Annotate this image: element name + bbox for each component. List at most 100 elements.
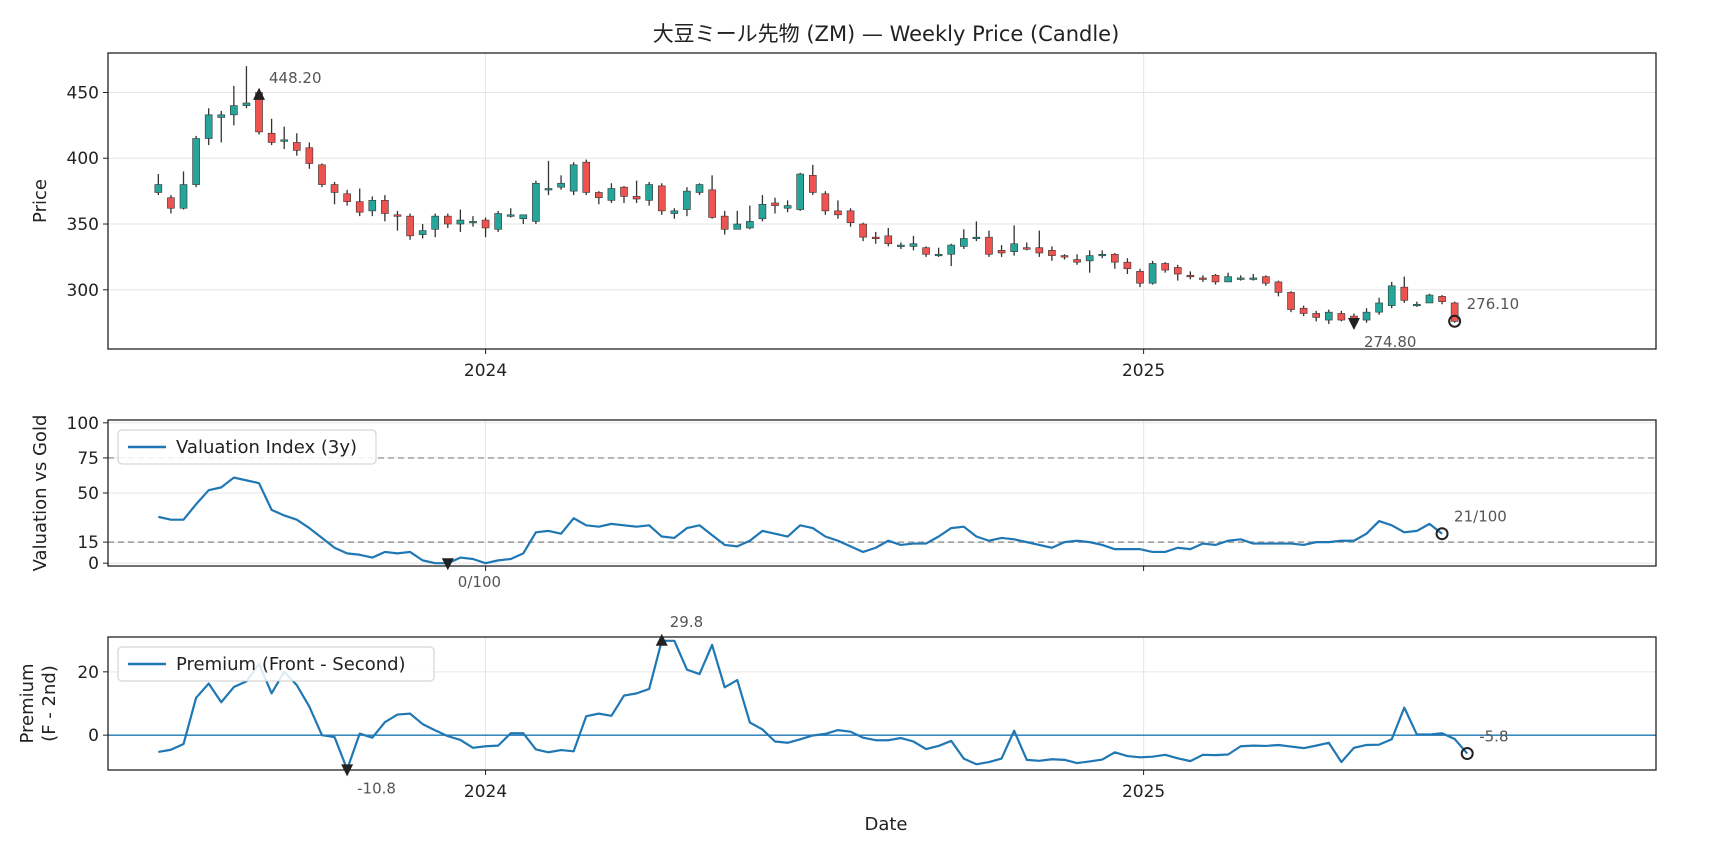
candle-body-down <box>771 202 779 206</box>
last-marker <box>1435 527 1449 541</box>
candle-body-down <box>1262 276 1270 284</box>
legend: Premium (Front - Second) <box>117 646 435 682</box>
candle-body-down <box>481 219 490 229</box>
annotation-label: 29.8 <box>670 613 703 631</box>
candle-body-up <box>934 253 943 257</box>
y-tick-label: 15 <box>77 533 99 553</box>
candle <box>154 174 163 196</box>
candle-body-down <box>821 193 830 212</box>
candle-body-up <box>456 219 465 225</box>
candle-body-down <box>985 236 993 255</box>
candle <box>997 245 1006 257</box>
series-line <box>158 476 1443 565</box>
candle <box>620 185 628 203</box>
candle-body-up <box>972 236 981 239</box>
candle <box>783 200 792 213</box>
candle <box>544 160 553 196</box>
candle <box>1123 258 1132 275</box>
candle-body-down <box>582 161 591 193</box>
candle <box>204 108 213 146</box>
candle <box>1098 250 1107 259</box>
candle <box>280 126 288 150</box>
y-tick-label: 350 <box>67 215 99 235</box>
candle <box>1287 291 1295 313</box>
candle <box>1060 254 1069 260</box>
x-tick-label: 2024 <box>464 782 507 802</box>
candle <box>469 216 477 227</box>
candle-body-down <box>997 250 1006 254</box>
candle <box>368 196 377 217</box>
legend-box <box>117 646 435 682</box>
candle-body-down <box>406 215 414 237</box>
candle-body-down <box>267 132 276 143</box>
candle <box>1387 281 1396 309</box>
candle <box>1274 280 1283 297</box>
candle-body-up <box>204 114 213 139</box>
candle-body-up <box>494 213 502 230</box>
max-marker <box>253 87 266 100</box>
candle <box>1085 250 1094 273</box>
legend-box <box>117 429 377 465</box>
candle-body-up <box>1148 263 1157 284</box>
candle-body-down <box>1048 250 1056 256</box>
candle-body-down <box>1022 247 1031 250</box>
y-tick-label: 0 <box>88 726 99 746</box>
candle <box>1111 252 1119 269</box>
candle <box>972 221 981 242</box>
candle <box>922 246 930 257</box>
candle-body-down <box>595 192 603 199</box>
candle-body-up <box>1236 277 1245 280</box>
candle-body-up <box>1362 311 1371 321</box>
candle <box>1073 254 1081 265</box>
candle-body-down <box>1073 259 1081 263</box>
candle <box>909 235 918 251</box>
candle <box>871 231 880 244</box>
candle <box>632 180 641 203</box>
candle-body-down <box>1123 261 1132 270</box>
candle <box>746 205 754 230</box>
candle-body-down <box>708 189 716 218</box>
candle <box>569 162 578 196</box>
candle-body-up <box>1010 243 1018 252</box>
candle <box>1236 275 1245 281</box>
candle-body-down <box>808 175 817 193</box>
valuation-panel: 015 50 75 100 Valuation vs Gold Valuation Ind… <box>30 414 1657 591</box>
candle <box>431 213 440 238</box>
plot-frame <box>107 52 1657 350</box>
candle-body-up <box>758 203 767 220</box>
annotation-label: -5.8 <box>1479 728 1508 746</box>
candle-body-down <box>1136 271 1144 284</box>
candle <box>381 195 389 222</box>
candle <box>1425 293 1434 304</box>
candle <box>1450 301 1459 323</box>
candle-body-up <box>418 230 427 235</box>
candle <box>1173 264 1182 281</box>
candle-body-up <box>1387 285 1396 306</box>
grid <box>108 53 1656 349</box>
candle-body-down <box>292 142 301 151</box>
candle <box>506 208 515 218</box>
candle-body-up <box>1249 277 1258 280</box>
candle-body-down <box>355 201 364 213</box>
candles <box>154 66 1459 326</box>
candle <box>494 210 502 232</box>
candle <box>456 209 465 232</box>
annotation-label: -10.8 <box>357 779 396 797</box>
candle-body-up <box>783 205 792 209</box>
candle-body-up <box>242 102 251 106</box>
candle <box>393 210 402 231</box>
candle-body-up <box>670 210 679 214</box>
candle <box>846 208 855 227</box>
candle-body-up <box>179 184 188 209</box>
candle <box>1022 242 1031 251</box>
y-tick-label: 0 <box>88 554 99 574</box>
annotation-label: 276.10 <box>1467 295 1520 313</box>
candle <box>657 183 666 215</box>
candle-body-down <box>1211 275 1220 283</box>
plot-frame <box>107 419 1657 567</box>
price-panel: 300 350 400 450 Price 2024 2025 448.20 274.80 276… <box>30 52 1657 381</box>
last-marker <box>1448 314 1462 328</box>
candle <box>318 163 326 188</box>
candle <box>230 85 238 126</box>
x-axis: 2024 2025 <box>464 349 1165 381</box>
